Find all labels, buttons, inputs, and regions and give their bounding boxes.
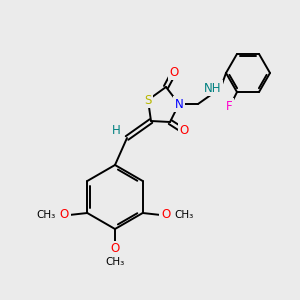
Text: N: N	[175, 98, 183, 110]
Text: CH₃: CH₃	[36, 210, 55, 220]
Text: H: H	[112, 124, 120, 137]
Text: NH: NH	[204, 82, 222, 94]
Text: O: O	[169, 65, 178, 79]
Text: CH₃: CH₃	[175, 210, 194, 220]
Text: O: O	[110, 242, 120, 256]
Text: CH₃: CH₃	[105, 257, 124, 267]
Text: S: S	[144, 94, 152, 106]
Text: O: O	[161, 208, 170, 221]
Text: O: O	[60, 208, 69, 221]
Text: F: F	[226, 100, 232, 112]
Text: O: O	[179, 124, 189, 137]
